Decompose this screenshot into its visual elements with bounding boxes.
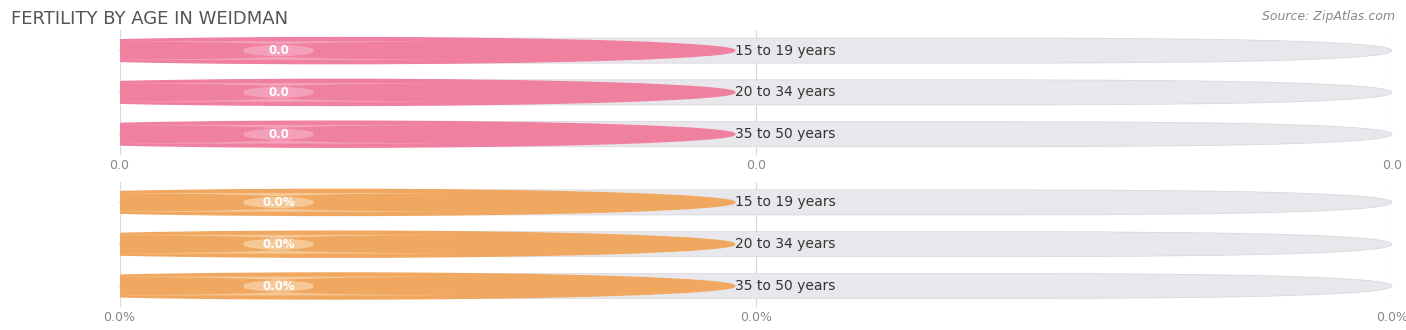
Text: 15 to 19 years: 15 to 19 years [735, 44, 835, 58]
FancyBboxPatch shape [0, 232, 616, 256]
Circle shape [0, 189, 735, 215]
FancyBboxPatch shape [120, 190, 1392, 215]
FancyBboxPatch shape [120, 38, 1392, 63]
Text: 0.0%: 0.0% [263, 238, 295, 251]
FancyBboxPatch shape [120, 274, 1392, 299]
FancyBboxPatch shape [59, 193, 498, 212]
FancyBboxPatch shape [0, 81, 616, 104]
FancyBboxPatch shape [59, 125, 498, 144]
Text: 0.0: 0.0 [269, 86, 290, 99]
FancyBboxPatch shape [0, 274, 616, 298]
Text: 20 to 34 years: 20 to 34 years [735, 85, 835, 99]
Text: 0.0: 0.0 [269, 44, 290, 57]
FancyBboxPatch shape [59, 277, 498, 295]
Text: 35 to 50 years: 35 to 50 years [735, 127, 835, 141]
FancyBboxPatch shape [0, 190, 616, 215]
FancyBboxPatch shape [120, 122, 1392, 147]
FancyBboxPatch shape [120, 80, 1392, 105]
Text: 0.0%: 0.0% [263, 280, 295, 292]
FancyBboxPatch shape [0, 39, 616, 63]
Text: FERTILITY BY AGE IN WEIDMAN: FERTILITY BY AGE IN WEIDMAN [11, 10, 288, 28]
Text: 0.0: 0.0 [269, 128, 290, 141]
Circle shape [0, 38, 735, 64]
Circle shape [0, 121, 735, 147]
Text: 20 to 34 years: 20 to 34 years [735, 237, 835, 251]
Text: 35 to 50 years: 35 to 50 years [735, 279, 835, 293]
FancyBboxPatch shape [59, 83, 498, 102]
Circle shape [0, 273, 735, 299]
Text: Source: ZipAtlas.com: Source: ZipAtlas.com [1261, 10, 1395, 23]
Text: 0.0%: 0.0% [263, 196, 295, 209]
Text: 15 to 19 years: 15 to 19 years [735, 195, 835, 210]
FancyBboxPatch shape [59, 41, 498, 60]
Circle shape [0, 79, 735, 106]
Circle shape [0, 231, 735, 257]
FancyBboxPatch shape [59, 235, 498, 253]
FancyBboxPatch shape [0, 122, 616, 146]
FancyBboxPatch shape [120, 232, 1392, 257]
